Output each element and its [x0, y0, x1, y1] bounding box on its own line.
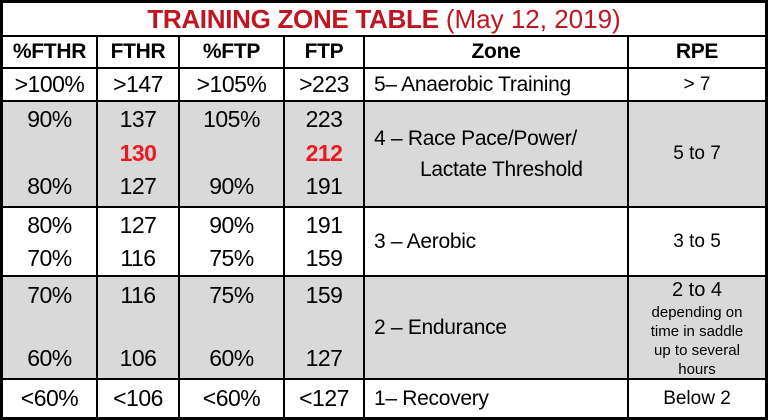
zone3-label: 3 – Aerobic	[365, 208, 629, 275]
zone3-fthr-pct-bottom: 70%	[27, 244, 72, 271]
zone5-label: 5– Anaerobic Training	[365, 69, 629, 100]
table-header-row: %FTHR FTHR %FTP FTP Zone RPE	[3, 35, 765, 67]
zone1-fthr-pct: <60%	[3, 380, 98, 417]
zone4-fthr: 137 130 127	[98, 102, 180, 206]
zone5-fthr: >147	[98, 69, 180, 100]
zone3-fthr-pct: 80% 70%	[3, 208, 98, 275]
zone5-rpe: > 7	[683, 73, 711, 95]
column-header-ftp-pct: %FTP	[180, 37, 285, 67]
table-row-zone1: <60% <106 <60% <127 1– Recovery Below 2	[3, 378, 765, 417]
column-header-ftp: FTP	[285, 37, 365, 67]
table-title-row: TRAINING ZONE TABLE (May 12, 2019)	[3, 3, 765, 35]
zone5-ftp: >223	[285, 69, 365, 100]
zone4-fthr-pct-top: 90%	[27, 106, 72, 132]
zone5-ftp-pct: >105%	[180, 69, 285, 100]
zone2-rpe: 2 to 4 depending on time in saddle up to…	[629, 277, 765, 378]
zone2-label: 2 – Endurance	[365, 277, 629, 378]
zone3-rpe: 3 to 5	[673, 230, 721, 252]
zone4-ftp-pct-bottom: 90%	[209, 173, 254, 199]
zone3-ftp-top: 191	[305, 211, 343, 238]
zone3-fthr-bottom: 116	[120, 244, 156, 271]
zone4-rpe: 5 to 7	[673, 143, 721, 164]
column-header-rpe: RPE	[675, 40, 719, 63]
zone2-ftp-pct-top: 75%	[209, 282, 254, 308]
zone3-ftp: 191 159	[285, 208, 365, 275]
zone3-ftp-bottom: 159	[305, 244, 343, 271]
zone3-fthr-top: 127	[119, 211, 157, 238]
zone4-label-line1: 4 – Race Pace/Power/	[374, 127, 577, 150]
zone4-ftp-top: 223	[305, 106, 343, 132]
zone2-rpe-value: 2 to 4	[671, 278, 723, 301]
zone5-fthr-pct: >100%	[3, 69, 98, 100]
zone2-label-text: 2 – Endurance	[374, 316, 507, 339]
zone4-ftp-pct-top: 105%	[203, 106, 260, 132]
zone1-ftp-pct: <60%	[180, 380, 285, 417]
zone4-ftp-pct: 105% 90%	[180, 102, 285, 206]
zone4-fthr-bottom: 127	[119, 173, 157, 199]
table-title-date: (May 12, 2019)	[438, 3, 621, 34]
zone4-fthr-current: 130	[119, 139, 157, 166]
table-row-zone4: 90% 80% 137 130 127 105% 90% 223 212 191…	[3, 100, 765, 206]
column-header-fthr: FTHR	[98, 37, 180, 67]
zone2-ftp: 159 127	[285, 277, 365, 378]
zone4-ftp: 223 212 191	[285, 102, 365, 206]
zone5-label-text: 5– Anaerobic Training	[374, 73, 571, 96]
table-row-zone3: 80% 70% 127 116 90% 75% 191 159 3 – Aero…	[3, 206, 765, 275]
column-header-fthr-pct: %FTHR	[3, 37, 98, 67]
zone4-fthr-pct: 90% 80%	[3, 102, 98, 206]
zone3-label-text: 3 – Aerobic	[374, 230, 476, 253]
zone2-ftp-pct-bottom: 60%	[209, 345, 254, 371]
zone1-label-text: 1– Recovery	[374, 387, 489, 410]
zone3-ftp-pct-bottom: 75%	[209, 244, 254, 271]
zone3-fthr-pct-top: 80%	[27, 211, 72, 238]
zone2-ftp-top: 159	[305, 282, 343, 308]
zone4-label-line2: Lactate Threshold	[420, 158, 583, 181]
zone4-fthr-top: 137	[119, 106, 157, 132]
zone2-rpe-note-line1: depending on	[651, 303, 743, 321]
zone2-ftp-bottom: 127	[305, 345, 343, 371]
table-title: TRAINING ZONE TABLE	[147, 3, 439, 34]
zone2-fthr-pct: 70% 60%	[3, 277, 98, 378]
zone3-ftp-pct-top: 90%	[209, 211, 254, 238]
zone1-label: 1– Recovery	[365, 380, 629, 417]
zone2-fthr-pct-top: 70%	[27, 282, 72, 308]
zone2-fthr: 116 106	[98, 277, 180, 378]
zone4-ftp-bottom: 191	[305, 173, 343, 199]
zone2-fthr-bottom: 106	[119, 345, 157, 371]
zone4-label: 4 – Race Pace/Power/ Lactate Threshold	[365, 102, 629, 206]
zone2-rpe-note-line4: hours	[678, 360, 716, 378]
table-row-zone2: 70% 60% 116 106 75% 60% 159 127 2 – Endu…	[3, 275, 765, 378]
zone3-fthr: 127 116	[98, 208, 180, 275]
zone2-fthr-top: 116	[120, 282, 156, 308]
zone1-ftp: <127	[285, 380, 365, 417]
zone2-ftp-pct: 75% 60%	[180, 277, 285, 378]
zone3-ftp-pct: 90% 75%	[180, 208, 285, 275]
zone1-fthr: <106	[98, 380, 180, 417]
column-header-zone: Zone	[365, 37, 629, 67]
table-row-zone5: >100% >147 >105% >223 5– Anaerobic Train…	[3, 67, 765, 100]
zone1-rpe: Below 2	[663, 387, 731, 409]
zone2-rpe-note-line3: up to several	[654, 341, 740, 359]
zone4-ftp-current: 212	[305, 139, 343, 166]
zone2-fthr-pct-bottom: 60%	[27, 345, 72, 371]
zone2-rpe-note-line2: time in saddle	[650, 322, 744, 340]
zone4-fthr-pct-bottom: 80%	[27, 173, 72, 199]
